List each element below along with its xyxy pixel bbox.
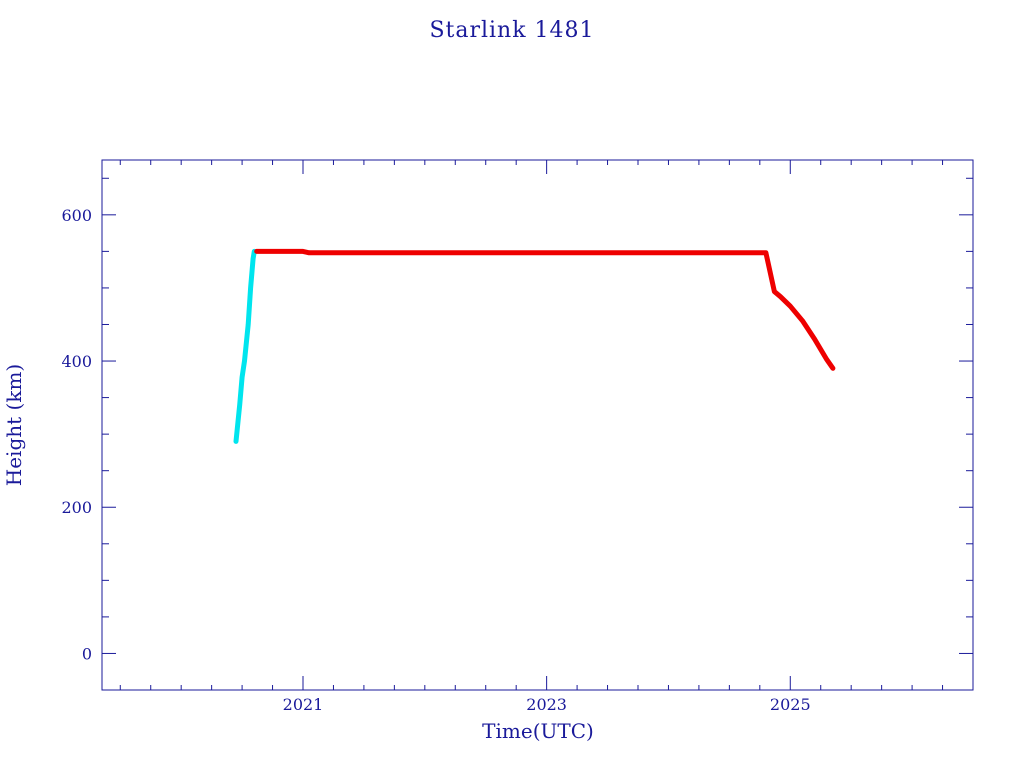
x-axis-label: Time(UTC) (482, 719, 594, 743)
y-tick-label: 400 (61, 352, 92, 371)
series-line-1 (254, 248, 836, 371)
x-tick-labels: 2021 2023 2025 (283, 695, 811, 714)
y-tick-label: 200 (61, 498, 92, 517)
series-line-0 (233, 248, 257, 444)
plot-frame (101, 159, 974, 691)
y-axis-label: Height (km) (2, 364, 26, 486)
axis-ticks (102, 160, 974, 691)
chart-title: Starlink 1481 (429, 18, 594, 43)
y-tick-label: 600 (61, 206, 92, 225)
y-tick-label: 0 (82, 644, 92, 663)
data-series (233, 248, 836, 444)
y-tick-labels: 0 200 400 600 (61, 206, 92, 664)
x-tick-label: 2021 (283, 695, 324, 714)
x-tick-label: 2023 (526, 695, 567, 714)
x-tick-label: 2025 (770, 695, 811, 714)
